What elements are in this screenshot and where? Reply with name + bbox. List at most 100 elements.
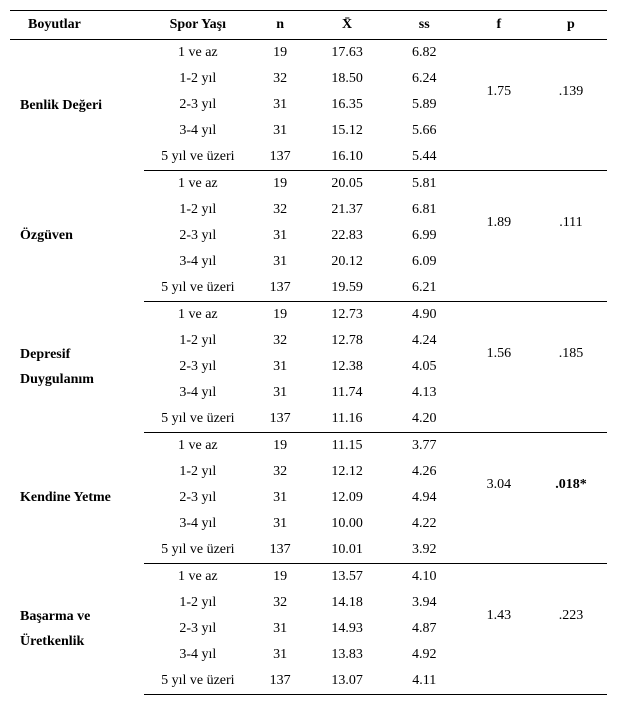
- cell-f-empty: [463, 249, 535, 275]
- cell-mean: 22.83: [308, 223, 385, 249]
- cell-age: 2-3 yıl: [144, 485, 252, 511]
- cell-p-empty: [535, 668, 607, 695]
- group: Başarma veÜretkenlik1 ve az1913.574.101-…: [10, 564, 607, 695]
- cell-sd: 6.81: [386, 197, 463, 223]
- cell-sd: 4.24: [386, 328, 463, 354]
- cell-age: 3-4 yıl: [144, 642, 252, 668]
- cell-p: .185: [535, 328, 607, 380]
- cell-sd: 4.90: [386, 302, 463, 329]
- cell-sd: 6.82: [386, 40, 463, 67]
- cell-mean: 12.12: [308, 459, 385, 485]
- cell-f-empty: [463, 302, 535, 329]
- group: Kendine Yetme1 ve az1911.153.771-2 yıl32…: [10, 433, 607, 564]
- cell-age: 1 ve az: [144, 302, 252, 329]
- cell-mean: 11.74: [308, 380, 385, 406]
- cell-mean: 13.57: [308, 564, 385, 591]
- cell-age: 3-4 yıl: [144, 118, 252, 144]
- cell-n: 19: [252, 302, 309, 329]
- cell-mean: 20.05: [308, 171, 385, 198]
- cell-sd: 4.26: [386, 459, 463, 485]
- cell-mean: 15.12: [308, 118, 385, 144]
- cell-f-empty: [463, 40, 535, 67]
- cell-n: 137: [252, 668, 309, 695]
- cell-mean: 21.37: [308, 197, 385, 223]
- table-row: Başarma veÜretkenlik1 ve az1913.574.10: [10, 564, 607, 591]
- cell-sd: 4.94: [386, 485, 463, 511]
- cell-p-empty: [535, 642, 607, 668]
- cell-sd: 6.24: [386, 66, 463, 92]
- cell-n: 31: [252, 223, 309, 249]
- header-p: p: [535, 11, 607, 40]
- cell-n: 31: [252, 92, 309, 118]
- cell-mean: 10.01: [308, 537, 385, 564]
- cell-age: 1-2 yıl: [144, 197, 252, 223]
- cell-sd: 6.99: [386, 223, 463, 249]
- cell-age: 5 yıl ve üzeri: [144, 275, 252, 302]
- cell-p-empty: [535, 380, 607, 406]
- cell-n: 137: [252, 406, 309, 433]
- cell-age: 1-2 yıl: [144, 66, 252, 92]
- cell-age: 3-4 yıl: [144, 249, 252, 275]
- cell-mean: 12.09: [308, 485, 385, 511]
- cell-n: 32: [252, 66, 309, 92]
- cell-mean: 11.15: [308, 433, 385, 460]
- cell-sd: 4.13: [386, 380, 463, 406]
- dimension-label: DepresifDuygulanım: [10, 302, 144, 433]
- cell-p-empty: [535, 537, 607, 564]
- header-age: Spor Yaşı: [144, 11, 252, 40]
- cell-mean: 16.35: [308, 92, 385, 118]
- cell-age: 1 ve az: [144, 40, 252, 67]
- cell-f-empty: [463, 433, 535, 460]
- table-header: Boyutlar Spor Yaşı n X̄ ss f p: [10, 11, 607, 40]
- cell-p-empty: [535, 433, 607, 460]
- cell-n: 31: [252, 616, 309, 642]
- table-row: Kendine Yetme1 ve az1911.153.77: [10, 433, 607, 460]
- cell-sd: 4.10: [386, 564, 463, 591]
- cell-f: 1.75: [463, 66, 535, 118]
- cell-p-empty: [535, 40, 607, 67]
- cell-age: 5 yıl ve üzeri: [144, 668, 252, 695]
- cell-age: 1 ve az: [144, 564, 252, 591]
- group: Benlik Değeri1 ve az1917.636.821-2 yıl32…: [10, 40, 607, 171]
- cell-n: 137: [252, 144, 309, 171]
- cell-mean: 19.59: [308, 275, 385, 302]
- cell-p-empty: [535, 275, 607, 302]
- cell-n: 31: [252, 249, 309, 275]
- cell-f-empty: [463, 406, 535, 433]
- anova-table: Boyutlar Spor Yaşı n X̄ ss f p Benlik De…: [10, 10, 607, 695]
- dimension-label: Başarma veÜretkenlik: [10, 564, 144, 695]
- cell-p-empty: [535, 249, 607, 275]
- cell-p: .018*: [535, 459, 607, 511]
- cell-p: .111: [535, 197, 607, 249]
- cell-p: .223: [535, 590, 607, 642]
- cell-n: 32: [252, 459, 309, 485]
- cell-mean: 12.38: [308, 354, 385, 380]
- cell-sd: 3.94: [386, 590, 463, 616]
- cell-sd: 5.81: [386, 171, 463, 198]
- cell-p-empty: [535, 171, 607, 198]
- header-n: n: [252, 11, 309, 40]
- header-f: f: [463, 11, 535, 40]
- dimension-label: Benlik Değeri: [10, 40, 144, 171]
- cell-sd: 4.22: [386, 511, 463, 537]
- cell-p-empty: [535, 406, 607, 433]
- cell-sd: 5.89: [386, 92, 463, 118]
- dimension-label: Kendine Yetme: [10, 433, 144, 564]
- cell-sd: 4.92: [386, 642, 463, 668]
- cell-sd: 4.11: [386, 668, 463, 695]
- cell-f-empty: [463, 380, 535, 406]
- cell-p-empty: [535, 302, 607, 329]
- cell-f: 1.43: [463, 590, 535, 642]
- cell-f-empty: [463, 537, 535, 564]
- table-row: Benlik Değeri1 ve az1917.636.82: [10, 40, 607, 67]
- cell-n: 19: [252, 433, 309, 460]
- header-dim: Boyutlar: [10, 11, 144, 40]
- cell-age: 1-2 yıl: [144, 459, 252, 485]
- cell-mean: 13.07: [308, 668, 385, 695]
- cell-n: 137: [252, 275, 309, 302]
- header-sd: ss: [386, 11, 463, 40]
- cell-mean: 12.73: [308, 302, 385, 329]
- cell-f-empty: [463, 668, 535, 695]
- cell-mean: 18.50: [308, 66, 385, 92]
- cell-n: 31: [252, 485, 309, 511]
